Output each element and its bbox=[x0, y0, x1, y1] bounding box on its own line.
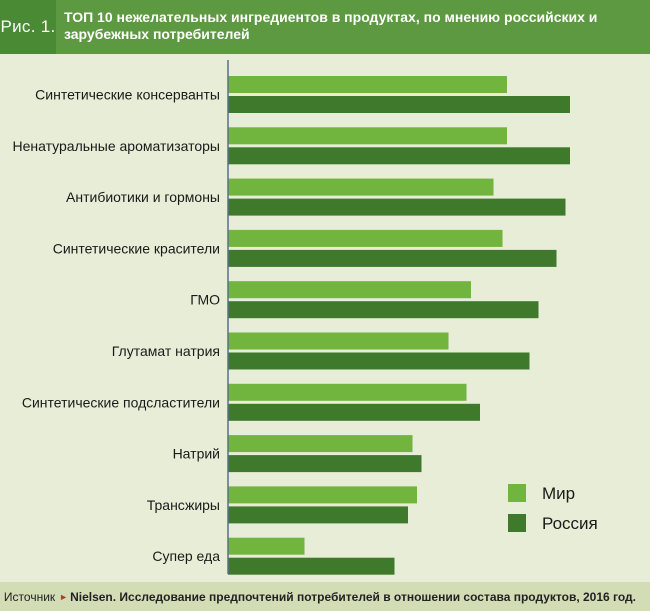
bar-world-2 bbox=[228, 178, 494, 196]
category-label-7: Натрий bbox=[173, 446, 220, 462]
figure-header: Рис. 1. ТОП 10 нежелательных ингредиенто… bbox=[0, 0, 650, 54]
bar-world-3 bbox=[228, 229, 503, 247]
category-label-1: Ненатуральные ароматизаторы bbox=[12, 138, 220, 154]
bar-russia-2 bbox=[228, 198, 566, 216]
source-text: Nielsen. Исследование предпочтений потре… bbox=[70, 589, 636, 604]
category-label-4: ГМО bbox=[190, 292, 220, 308]
category-label-3: Синтетические красители bbox=[53, 240, 220, 256]
source-arrow-icon: ► bbox=[59, 591, 69, 602]
bar-russia-5 bbox=[228, 352, 530, 370]
bar-world-6 bbox=[228, 383, 467, 401]
bar-world-9 bbox=[228, 537, 305, 555]
bar-world-4 bbox=[228, 281, 471, 299]
category-label-2: Антибиотики и гормоны bbox=[66, 189, 220, 205]
legend-label-1: Россия bbox=[542, 514, 598, 533]
bar-world-5 bbox=[228, 332, 449, 350]
bar-world-0 bbox=[228, 76, 507, 93]
source-footer: Источник ► Nielsen. Исследование предпоч… bbox=[0, 582, 650, 611]
bar-russia-8 bbox=[228, 506, 408, 524]
category-label-5: Глутамат натрия bbox=[112, 343, 220, 359]
bar-russia-4 bbox=[228, 301, 539, 319]
legend-swatch-0 bbox=[508, 484, 526, 502]
bar-russia-7 bbox=[228, 455, 422, 473]
bar-chart: Синтетические консерванты Ненатуральные а… bbox=[12, 60, 598, 575]
category-label-6: Синтетические подсластители bbox=[22, 394, 220, 410]
legend-label-0: Мир bbox=[542, 484, 575, 503]
figure-title: ТОП 10 нежелательных ингредиентов в прод… bbox=[64, 9, 598, 42]
figure-label: Рис. 1. bbox=[0, 0, 56, 54]
bar-world-1 bbox=[228, 127, 507, 145]
bar-russia-6 bbox=[228, 403, 480, 421]
category-label-0: Синтетические консерванты bbox=[35, 87, 220, 103]
bar-world-8 bbox=[228, 486, 417, 504]
category-label-9: Супер еда bbox=[152, 548, 220, 564]
bar-russia-1 bbox=[228, 147, 570, 165]
legend-swatch-1 bbox=[508, 514, 526, 532]
bar-world-7 bbox=[228, 435, 413, 453]
bar-russia-9 bbox=[228, 557, 395, 575]
category-label-8: Трансжиры bbox=[147, 497, 220, 513]
source-prefix: Источник bbox=[3, 589, 56, 604]
bar-russia-0 bbox=[228, 96, 570, 113]
bar-russia-3 bbox=[228, 249, 557, 267]
